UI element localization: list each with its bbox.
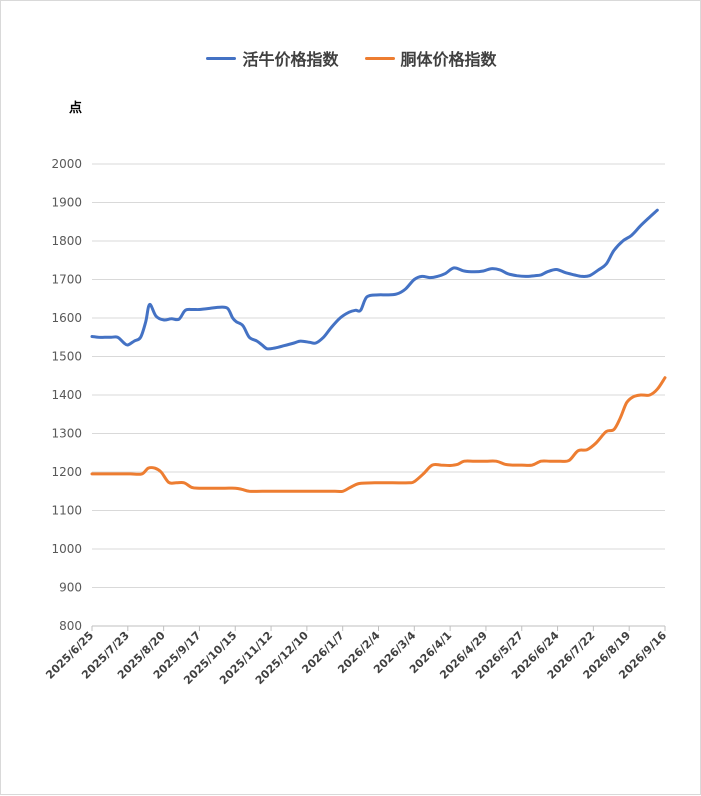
- legend-swatch-live-cattle: [206, 56, 237, 60]
- legend-item-carcass: 胴体价格指数: [364, 46, 497, 70]
- y-tick-label: 800: [59, 619, 82, 633]
- y-tick-label: 1200: [51, 465, 82, 479]
- y-axis-unit-label: 点: [69, 101, 83, 116]
- legend-label-live-cattle: 活牛价格指数: [242, 50, 339, 69]
- legend-label-carcass: 胴体价格指数: [400, 50, 497, 69]
- y-axis-ticks: 800 900 1000 1100 1200 1300 1400 1500 1600 1700 18…: [51, 157, 82, 633]
- x-axis: 2025/6/252025/7/232025/8/202025/9/172025…: [43, 625, 669, 687]
- series-line-carcass: [90, 376, 667, 494]
- gridlines: [92, 163, 665, 627]
- y-tick-label: 1400: [51, 388, 82, 402]
- series-line-live-cattle: [90, 208, 659, 351]
- y-tick-label: 900: [59, 581, 82, 595]
- y-tick-label: 1500: [51, 350, 82, 364]
- y-tick-label: 1700: [51, 273, 82, 287]
- series-lines: [90, 208, 667, 494]
- y-tick-label: 1600: [51, 311, 82, 325]
- y-tick-label: 1100: [51, 504, 82, 518]
- legend-item-live-cattle: 活牛价格指数: [206, 46, 339, 70]
- legend-swatch-carcass: [364, 56, 395, 60]
- y-tick-label: 1900: [51, 196, 82, 210]
- y-tick-label: 1000: [51, 542, 82, 556]
- y-tick-label: 2000: [51, 157, 82, 171]
- y-tick-label: 1300: [51, 427, 82, 441]
- y-tick-label: 1800: [51, 234, 82, 248]
- legend: 活牛价格指数 胴体价格指数: [1, 46, 701, 70]
